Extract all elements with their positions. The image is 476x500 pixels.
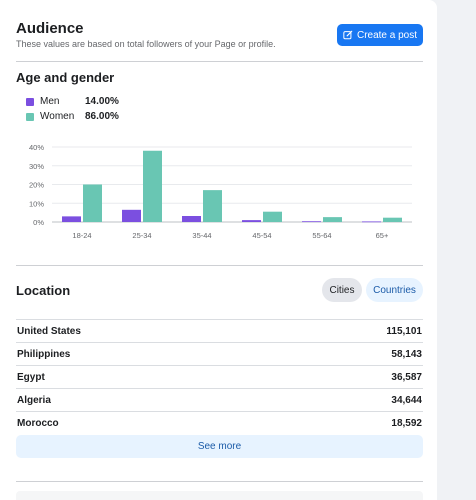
y-tick-label: 0% xyxy=(33,218,44,227)
location-value: 115,101 xyxy=(386,325,422,337)
location-name: Algeria xyxy=(17,394,51,406)
bar-women xyxy=(323,217,342,222)
create-post-button[interactable]: Create a post xyxy=(337,24,423,46)
legend-men: Men 14.00% xyxy=(26,96,119,107)
legend-value-men: 14.00% xyxy=(85,96,119,107)
legend-women: Women 86.00% xyxy=(26,111,119,122)
y-tick-label: 20% xyxy=(29,181,44,190)
tab-countries[interactable]: Countries xyxy=(366,278,423,302)
bar-men xyxy=(122,209,141,222)
legend-label-women: Women xyxy=(40,111,75,122)
bar-women xyxy=(143,150,162,222)
location-value: 34,644 xyxy=(391,394,422,406)
bar-men xyxy=(242,220,261,222)
age-gender-chart: 0% 10% 20% 30% 40% 18-24 25-34 35-44 45-54 55-64 6… xyxy=(29,143,412,240)
bar-women xyxy=(203,190,222,222)
age-gender-title: Age and gender xyxy=(16,70,115,85)
location-row: Philippines 58,143 xyxy=(16,342,423,365)
create-post-label: Create a post xyxy=(356,29,418,41)
location-name: Egypt xyxy=(17,371,45,383)
location-value: 18,592 xyxy=(391,417,422,429)
location-name: United States xyxy=(17,325,81,337)
legend-value-women: 86.00% xyxy=(85,111,119,122)
x-tick-label: 55-64 xyxy=(312,231,331,240)
location-row: Morocco 18,592 xyxy=(16,411,423,434)
location-row: Egypt 36,587 xyxy=(16,365,423,388)
y-tick-label: 10% xyxy=(29,199,44,208)
legend-swatch-women xyxy=(26,112,34,121)
x-tick-label: 65+ xyxy=(376,231,389,240)
audience-title: Audience xyxy=(16,20,84,37)
location-value: 58,143 xyxy=(391,348,422,360)
location-name: Morocco xyxy=(17,417,59,429)
location-name: Philippines xyxy=(17,348,71,360)
legend-label-men: Men xyxy=(40,96,60,107)
location-title: Location xyxy=(16,283,71,298)
bar-men xyxy=(182,216,201,222)
bar-women xyxy=(383,217,402,222)
edit-icon xyxy=(343,30,353,40)
location-value: 36,587 xyxy=(391,371,422,383)
tab-cities[interactable]: Cities xyxy=(322,278,362,302)
x-tick-label: 35-44 xyxy=(192,231,211,240)
x-tick-label: 18-24 xyxy=(72,231,91,240)
divider xyxy=(16,265,423,266)
y-tick-label: 40% xyxy=(29,143,44,152)
divider xyxy=(16,481,423,482)
next-section xyxy=(16,491,423,500)
x-tick-label: 45-54 xyxy=(252,231,271,240)
bar-women xyxy=(83,184,102,222)
bar-men xyxy=(362,221,381,223)
y-tick-label: 30% xyxy=(29,162,44,171)
audience-subtitle: These values are based on total follower… xyxy=(16,39,276,49)
divider xyxy=(16,61,423,62)
bar-men xyxy=(302,221,321,223)
legend-swatch-men xyxy=(26,97,34,106)
location-row: United States 115,101 xyxy=(16,319,423,342)
x-tick-label: 25-34 xyxy=(132,231,151,240)
location-row: Algeria 34,644 xyxy=(16,388,423,411)
audience-card: Audience These values are based on total… xyxy=(0,0,437,500)
see-more-button[interactable]: See more xyxy=(16,435,423,458)
bar-women xyxy=(263,211,282,222)
bar-men xyxy=(62,216,81,222)
